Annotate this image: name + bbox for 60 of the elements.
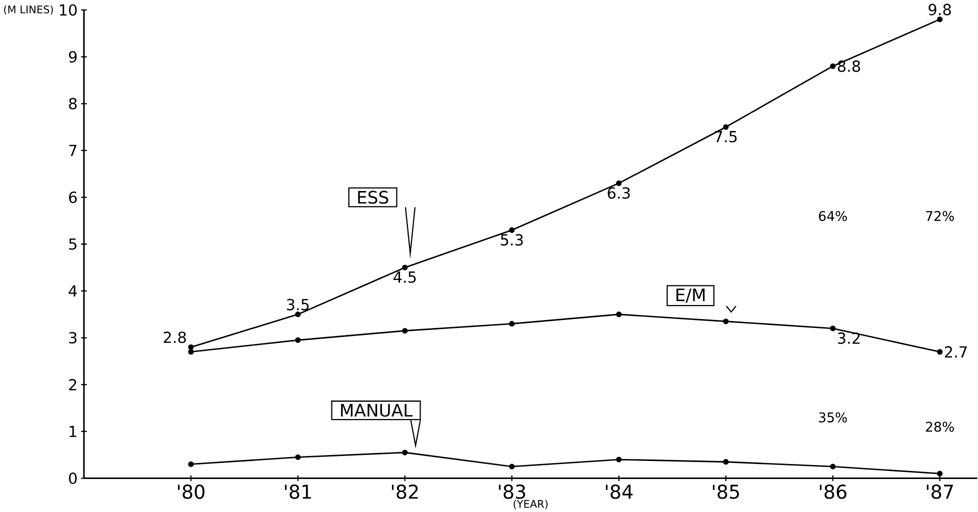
point xyxy=(830,325,836,332)
annotation: 72% xyxy=(926,210,954,221)
data-label: 4.5 xyxy=(394,271,416,283)
y-tick-label: 10 xyxy=(60,4,77,16)
annotation: 28% xyxy=(926,422,954,432)
point xyxy=(402,328,408,334)
point xyxy=(402,264,408,270)
point xyxy=(936,348,943,355)
point xyxy=(723,318,729,324)
y-tick-label: 2 xyxy=(69,378,76,390)
point xyxy=(936,470,943,476)
y-tick-label: 0 xyxy=(69,472,77,484)
point xyxy=(295,454,301,460)
point xyxy=(509,227,515,233)
x-tick-label: '84 xyxy=(606,484,633,499)
y-tick-label: 5 xyxy=(69,238,76,250)
point xyxy=(509,320,515,326)
point xyxy=(616,311,622,318)
data-label: 6.3 xyxy=(608,187,630,199)
data-label: 5.3 xyxy=(500,234,523,246)
point xyxy=(188,344,194,350)
x-tick-label: '80 xyxy=(178,484,204,499)
y-tick-label: 9 xyxy=(68,50,77,62)
y-axis-title: (M LINES) xyxy=(4,5,53,15)
point xyxy=(616,456,622,462)
text: ESS xyxy=(358,190,388,204)
x-tick-label: '87 xyxy=(926,484,953,499)
point xyxy=(830,464,836,470)
data-label: 8.8 xyxy=(838,60,860,72)
point xyxy=(509,464,515,470)
y-tick-label: 6 xyxy=(69,191,77,203)
x-axis-title: (YEAR) xyxy=(514,500,548,509)
text: MANUAL xyxy=(341,404,413,417)
point xyxy=(723,124,729,130)
y-tick-label: 7 xyxy=(69,144,76,156)
annotation: 64% xyxy=(818,210,847,221)
annotation: 35% xyxy=(819,412,847,422)
point xyxy=(295,337,301,343)
x-tick-label: '83 xyxy=(498,484,526,499)
x-tick-label: '82 xyxy=(392,484,418,499)
x-tick-label: '86 xyxy=(820,484,846,499)
point xyxy=(723,458,729,465)
point xyxy=(402,450,408,456)
data-label: 3.5 xyxy=(286,298,309,310)
y-tick-label: 4 xyxy=(68,285,77,296)
data-label: 7.5 xyxy=(714,130,737,142)
point xyxy=(830,63,836,69)
y-tick-label: 1 xyxy=(70,426,76,437)
point xyxy=(295,311,301,318)
x-tick-label: '85 xyxy=(712,484,739,499)
data-label: 9.8 xyxy=(928,4,951,16)
data-label: 2.7 xyxy=(944,346,967,358)
y-tick-label: 3 xyxy=(69,332,76,344)
x-tick-label: '81 xyxy=(284,484,311,499)
point xyxy=(936,16,943,22)
series-label: E/M xyxy=(676,288,705,303)
point xyxy=(188,461,194,467)
point xyxy=(616,180,622,186)
data-label: 2.8 xyxy=(164,331,186,344)
y-tick-label: 8 xyxy=(69,98,77,110)
